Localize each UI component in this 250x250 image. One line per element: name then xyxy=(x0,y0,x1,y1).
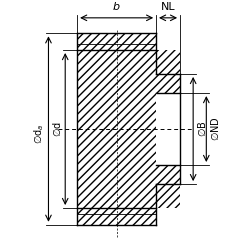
Bar xyxy=(77,50,156,129)
Bar xyxy=(156,184,180,208)
Text: $\varnothing$d: $\varnothing$d xyxy=(51,121,63,137)
Bar xyxy=(77,34,156,50)
Text: $\varnothing$d$_a$: $\varnothing$d$_a$ xyxy=(32,124,46,144)
Text: $\varnothing$B: $\varnothing$B xyxy=(196,121,207,137)
Text: b: b xyxy=(113,2,120,12)
Bar xyxy=(156,93,180,165)
Bar xyxy=(156,50,180,74)
Bar xyxy=(156,74,180,129)
Bar xyxy=(77,208,156,225)
Text: $\varnothing$ND: $\varnothing$ND xyxy=(209,117,221,141)
Text: NL: NL xyxy=(161,2,175,12)
Bar xyxy=(77,129,156,208)
Bar xyxy=(156,129,180,184)
